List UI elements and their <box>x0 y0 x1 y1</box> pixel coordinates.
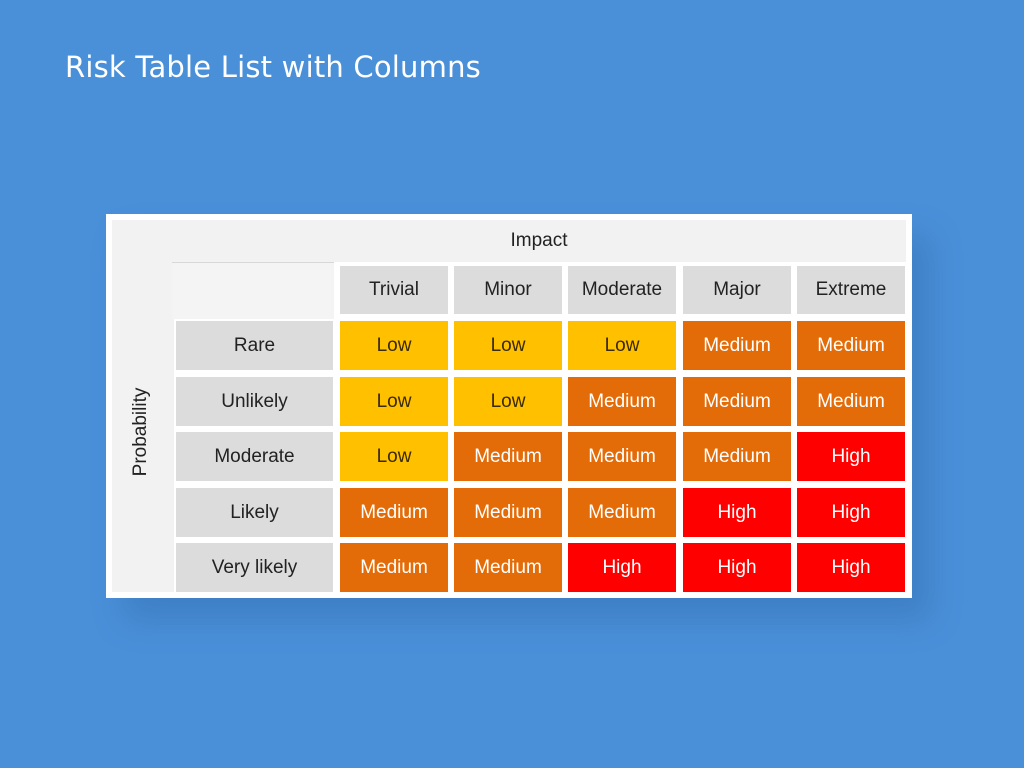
column-header-major: Major <box>683 266 791 314</box>
risk-cell: High <box>683 488 791 537</box>
column-header-moderate: Moderate <box>568 266 676 314</box>
row-label-likely: Likely <box>176 488 333 537</box>
column-header-minor: Minor <box>454 266 562 314</box>
risk-cell: High <box>797 432 905 481</box>
risk-cell: Medium <box>340 543 448 592</box>
risk-cell: Medium <box>340 488 448 537</box>
row-label-moderate: Moderate <box>176 432 333 481</box>
risk-cell: Medium <box>797 321 905 370</box>
risk-cell: High <box>683 543 791 592</box>
column-header-extreme: Extreme <box>797 266 905 314</box>
risk-cell: Low <box>454 321 562 370</box>
risk-cell: Medium <box>568 488 676 537</box>
risk-cell: High <box>797 488 905 537</box>
risk-cell: Medium <box>454 432 562 481</box>
probability-axis-bar <box>112 220 174 592</box>
risk-cell: Medium <box>797 377 905 426</box>
risk-cell: Low <box>568 321 676 370</box>
risk-cell: High <box>797 543 905 592</box>
column-header-trivial: Trivial <box>340 266 448 314</box>
risk-cell: Low <box>340 321 448 370</box>
risk-cell: Medium <box>568 377 676 426</box>
probability-axis-label: Probability <box>130 387 151 477</box>
risk-cell: High <box>568 543 676 592</box>
risk-cell: Low <box>340 377 448 426</box>
row-label-very-likely: Very likely <box>176 543 333 592</box>
risk-cell: Medium <box>683 377 791 426</box>
slide-title: Risk Table List with Columns <box>65 50 481 84</box>
risk-cell: Medium <box>454 543 562 592</box>
risk-cell: Medium <box>454 488 562 537</box>
row-label-unlikely: Unlikely <box>176 377 333 426</box>
row-label-rare: Rare <box>176 321 333 370</box>
risk-cell: Medium <box>683 321 791 370</box>
risk-cell: Medium <box>568 432 676 481</box>
impact-axis-header: Impact <box>172 220 906 262</box>
risk-cell: Medium <box>683 432 791 481</box>
risk-cell: Low <box>454 377 562 426</box>
matrix-corner <box>172 262 334 319</box>
risk-matrix-card: Probability Impact Trivial Minor Moderat… <box>106 214 912 598</box>
risk-cell: Low <box>340 432 448 481</box>
